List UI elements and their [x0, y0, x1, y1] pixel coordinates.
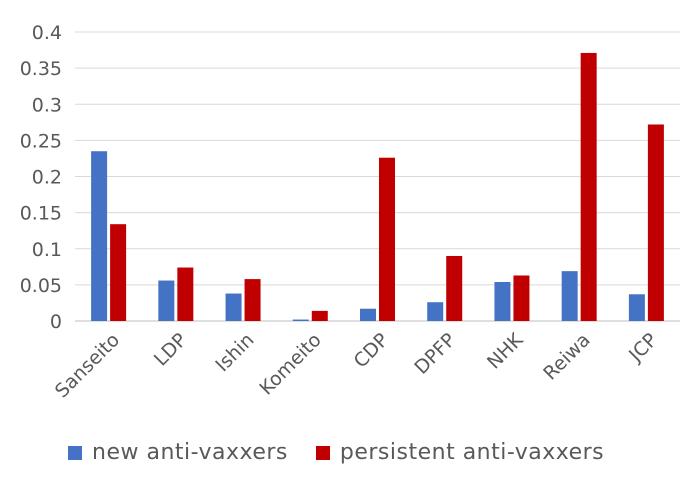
- x-category-label: JCP: [624, 329, 662, 367]
- bar-persistent-cdp: [379, 157, 395, 321]
- bar-new-nhk: [494, 281, 511, 321]
- bar-new-cdp: [360, 308, 376, 321]
- bar-new-ishin: [225, 293, 242, 321]
- x-category-label: Reiwa: [539, 329, 595, 385]
- y-tick-label: 0: [50, 311, 62, 333]
- y-tick-label: 0.4: [32, 22, 62, 44]
- legend-swatch-new: [68, 445, 82, 460]
- y-tick-label: 0.05: [20, 275, 62, 297]
- bars: [91, 52, 664, 321]
- y-tick-label: 0.15: [20, 203, 62, 225]
- gridlines: [75, 31, 680, 322]
- bar-persistent-ishin: [244, 279, 261, 321]
- bar-persistent-sanseito: [110, 224, 127, 321]
- x-category-label: LDP: [150, 329, 191, 370]
- y-tick-label: 0.3: [32, 94, 62, 116]
- legend-item-persistent: persistent anti-vaxxers: [315, 440, 605, 465]
- x-category-label: Sanseito: [51, 329, 124, 402]
- bar-persistent-dpfp: [446, 255, 463, 321]
- y-tick-label: 0.1: [32, 239, 62, 261]
- legend-label-persistent: persistent anti-vaxxers: [339, 440, 605, 465]
- bar-new-sanseito: [91, 151, 108, 321]
- bar-persistent-reiwa: [580, 52, 597, 321]
- legend-label-new: new anti-vaxxers: [92, 440, 288, 465]
- bar-persistent-nhk: [513, 275, 530, 321]
- x-category-label: NHK: [483, 329, 528, 374]
- y-tick-label: 0.2: [32, 167, 62, 189]
- bar-new-jcp: [628, 294, 645, 321]
- x-category-label: CDP: [350, 329, 393, 372]
- bar-new-komeito: [292, 319, 309, 321]
- legend-swatch-persistent: [315, 445, 330, 460]
- bar-persistent-ldp: [177, 267, 194, 321]
- y-axis-ticks: 0 0.05 0.1 0.15 0.2 0.25 0.3 0.35 0.4: [20, 22, 62, 333]
- legend-item-new: new anti-vaxxers: [68, 440, 288, 465]
- y-tick-label: 0.35: [20, 58, 62, 80]
- bar-new-ldp: [158, 280, 175, 321]
- y-tick-label: 0.25: [20, 130, 62, 152]
- bar-new-reiwa: [561, 271, 578, 321]
- x-category-label: DPFP: [410, 329, 460, 379]
- legend: new anti-vaxxers persistent anti-vaxxers: [68, 440, 632, 465]
- x-category-label: Ishin: [211, 329, 258, 376]
- x-category-label: Komeito: [255, 329, 326, 400]
- bar-persistent-komeito: [311, 310, 328, 321]
- bar-persistent-jcp: [647, 124, 664, 321]
- bar-new-dpfp: [427, 302, 444, 321]
